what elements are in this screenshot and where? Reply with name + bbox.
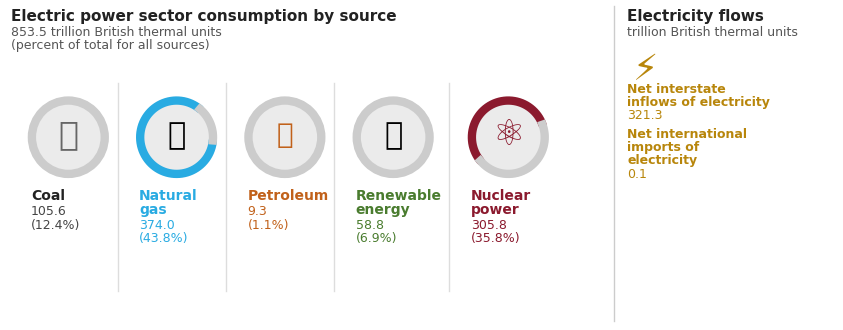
Text: Petroleum: Petroleum	[248, 189, 329, 203]
Text: (43.8%): (43.8%)	[139, 232, 189, 246]
Circle shape	[354, 98, 432, 177]
Text: inflows of electricity: inflows of electricity	[627, 96, 771, 109]
Text: (6.9%): (6.9%)	[356, 232, 397, 246]
Text: (percent of total for all sources): (percent of total for all sources)	[11, 39, 210, 52]
Text: ⚡: ⚡	[633, 53, 658, 87]
Text: 🛢: 🛢	[277, 121, 293, 149]
Text: 9.3: 9.3	[248, 205, 267, 218]
Circle shape	[29, 98, 108, 177]
Text: (1.1%): (1.1%)	[248, 218, 289, 232]
Text: 853.5 trillion British thermal units: 853.5 trillion British thermal units	[11, 26, 222, 39]
Text: (35.8%): (35.8%)	[471, 232, 520, 246]
Text: Electricity flows: Electricity flows	[627, 9, 765, 24]
Text: Net international: Net international	[627, 128, 748, 141]
Text: imports of: imports of	[627, 141, 700, 154]
Text: energy: energy	[356, 203, 411, 217]
Text: Nuclear: Nuclear	[471, 189, 531, 203]
Text: 🔥: 🔥	[168, 121, 185, 150]
Text: Renewable: Renewable	[356, 189, 442, 203]
Text: electricity: electricity	[627, 154, 697, 167]
Text: 58.8: 58.8	[356, 218, 384, 232]
Text: (12.4%): (12.4%)	[31, 218, 80, 232]
Text: 🍃: 🍃	[384, 121, 402, 150]
Text: power: power	[471, 203, 519, 217]
Text: Natural: Natural	[139, 189, 198, 203]
Text: gas: gas	[139, 203, 167, 217]
Text: ⛏: ⛏	[58, 118, 78, 151]
Text: Net interstate: Net interstate	[627, 83, 726, 96]
Text: trillion British thermal units: trillion British thermal units	[627, 26, 798, 39]
Text: 305.8: 305.8	[471, 218, 507, 232]
Text: ⚛: ⚛	[492, 118, 524, 152]
Text: 105.6: 105.6	[31, 205, 67, 218]
Text: 321.3: 321.3	[627, 110, 663, 122]
Circle shape	[469, 98, 548, 177]
Text: 0.1: 0.1	[627, 168, 647, 181]
Text: Coal: Coal	[31, 189, 65, 203]
Text: 374.0: 374.0	[139, 218, 175, 232]
Text: Electric power sector consumption by source: Electric power sector consumption by sou…	[11, 9, 397, 24]
Circle shape	[245, 98, 325, 177]
Circle shape	[137, 98, 216, 177]
